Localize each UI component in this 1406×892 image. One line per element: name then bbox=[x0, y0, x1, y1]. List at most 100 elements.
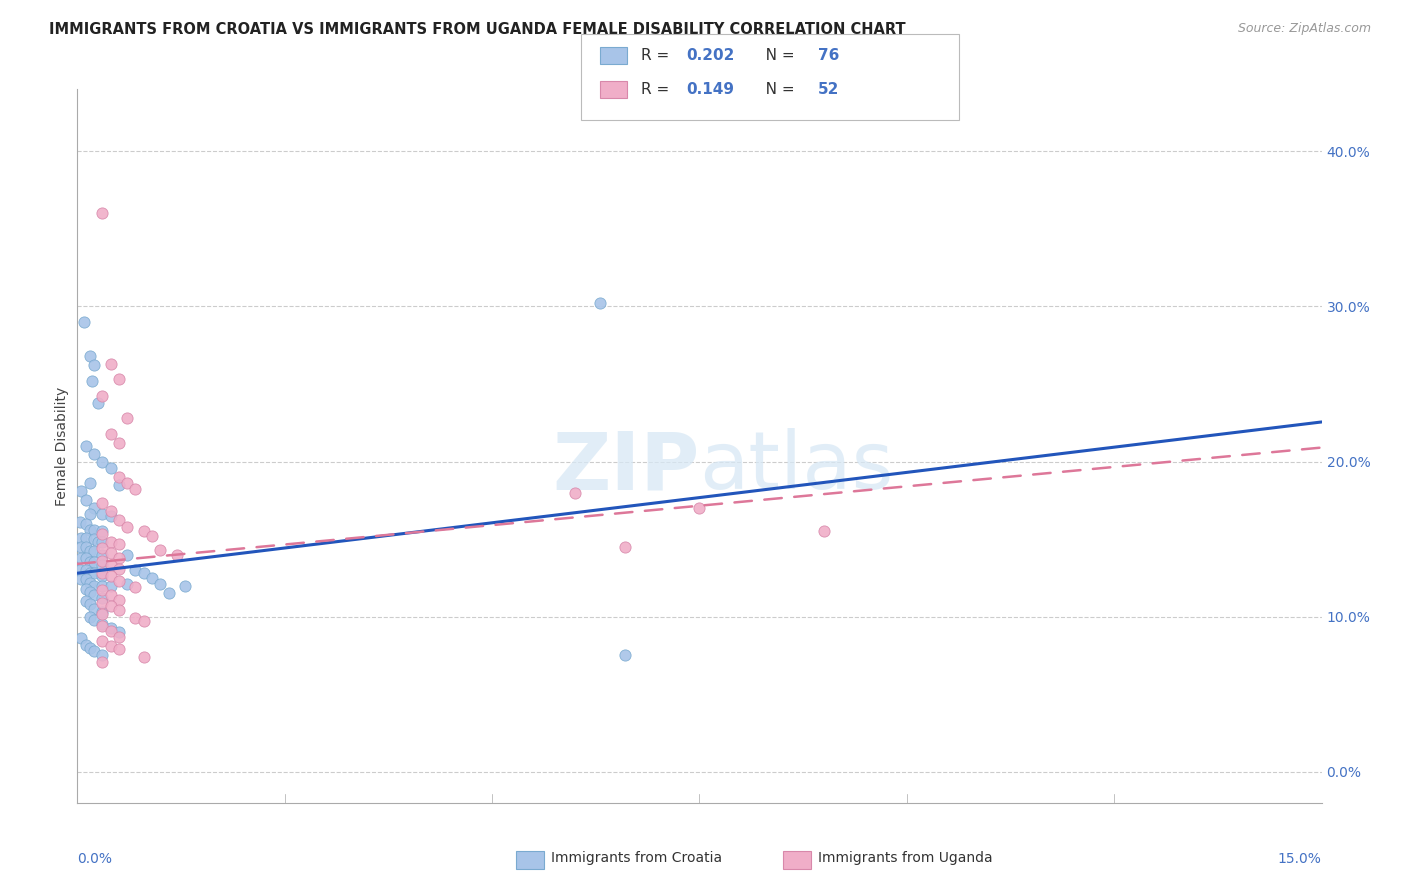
Point bbox=[91, 508, 114, 522]
Point bbox=[75, 531, 97, 545]
Point bbox=[91, 655, 114, 669]
Point bbox=[91, 619, 114, 633]
Point bbox=[91, 548, 114, 562]
Point bbox=[91, 566, 114, 581]
Text: 15.0%: 15.0% bbox=[1278, 853, 1322, 866]
Point bbox=[141, 571, 163, 585]
Point bbox=[100, 535, 122, 549]
Point bbox=[83, 359, 105, 373]
Point bbox=[115, 577, 138, 591]
Point bbox=[91, 206, 114, 220]
Point bbox=[141, 529, 163, 543]
Point bbox=[79, 544, 101, 558]
Point bbox=[166, 548, 188, 562]
Point bbox=[100, 620, 122, 634]
Point bbox=[613, 648, 636, 663]
Point bbox=[100, 569, 122, 583]
Point bbox=[157, 586, 180, 600]
Point bbox=[79, 349, 101, 363]
Text: R =: R = bbox=[641, 82, 679, 96]
Point bbox=[83, 613, 105, 627]
Point bbox=[100, 426, 122, 441]
Text: 0.0%: 0.0% bbox=[77, 853, 112, 866]
Point bbox=[91, 583, 114, 598]
Point bbox=[91, 558, 114, 573]
Point bbox=[132, 524, 155, 539]
Point bbox=[100, 504, 122, 518]
Point bbox=[75, 540, 97, 554]
Point bbox=[100, 599, 122, 613]
Point bbox=[124, 611, 146, 625]
Point bbox=[83, 544, 105, 558]
Point bbox=[115, 411, 138, 425]
Point bbox=[108, 550, 131, 565]
Point bbox=[115, 548, 138, 562]
Point bbox=[91, 535, 114, 549]
Point bbox=[108, 603, 131, 617]
Point bbox=[564, 485, 586, 500]
Point bbox=[100, 357, 122, 371]
Point bbox=[79, 476, 101, 491]
Point bbox=[79, 584, 101, 599]
Point bbox=[75, 439, 97, 453]
Point bbox=[91, 496, 114, 510]
Y-axis label: Female Disability: Female Disability bbox=[55, 386, 69, 506]
Point bbox=[91, 527, 114, 541]
Point bbox=[132, 650, 155, 665]
Point bbox=[83, 523, 105, 537]
Point bbox=[91, 648, 114, 663]
Text: Immigrants from Uganda: Immigrants from Uganda bbox=[818, 851, 993, 865]
Point bbox=[124, 563, 146, 577]
Point bbox=[124, 580, 146, 594]
Text: 0.149: 0.149 bbox=[686, 82, 734, 96]
Point bbox=[108, 574, 131, 588]
Point bbox=[108, 372, 131, 386]
Point bbox=[75, 582, 97, 596]
Point bbox=[91, 554, 114, 568]
Point bbox=[75, 493, 97, 508]
Point bbox=[174, 579, 197, 593]
Point bbox=[100, 579, 122, 593]
Point bbox=[69, 550, 91, 565]
Point bbox=[124, 483, 146, 497]
Point bbox=[91, 454, 114, 468]
Point bbox=[91, 634, 114, 648]
Point bbox=[83, 566, 105, 581]
Point bbox=[132, 615, 155, 629]
Point bbox=[108, 470, 131, 484]
Text: 0.202: 0.202 bbox=[686, 48, 734, 62]
Point bbox=[91, 596, 114, 610]
Point bbox=[83, 579, 105, 593]
Point bbox=[82, 374, 104, 388]
Point bbox=[79, 597, 101, 611]
Text: R =: R = bbox=[641, 48, 679, 62]
Point bbox=[83, 588, 105, 602]
Point bbox=[70, 483, 93, 498]
Text: ZIP: ZIP bbox=[553, 428, 700, 507]
Point bbox=[100, 639, 122, 653]
Point bbox=[83, 555, 105, 569]
Point bbox=[108, 537, 131, 551]
Point bbox=[91, 617, 114, 632]
Point bbox=[83, 602, 105, 616]
Point bbox=[108, 625, 131, 640]
Point bbox=[108, 477, 131, 491]
Point bbox=[75, 550, 97, 565]
Point bbox=[69, 573, 91, 587]
Point bbox=[100, 508, 122, 523]
Point bbox=[613, 540, 636, 554]
Point bbox=[91, 591, 114, 605]
Point bbox=[69, 531, 91, 545]
Point bbox=[79, 575, 101, 590]
Text: atlas: atlas bbox=[700, 428, 894, 507]
Text: N =: N = bbox=[751, 48, 799, 62]
Point bbox=[91, 605, 114, 619]
Point bbox=[115, 476, 138, 491]
Point bbox=[73, 315, 96, 329]
Point bbox=[75, 594, 97, 608]
Point bbox=[108, 592, 131, 607]
Point bbox=[79, 566, 101, 581]
Point bbox=[91, 524, 114, 539]
Text: IMMIGRANTS FROM CROATIA VS IMMIGRANTS FROM UGANDA FEMALE DISABILITY CORRELATION : IMMIGRANTS FROM CROATIA VS IMMIGRANTS FR… bbox=[49, 22, 905, 37]
Point bbox=[100, 624, 122, 638]
